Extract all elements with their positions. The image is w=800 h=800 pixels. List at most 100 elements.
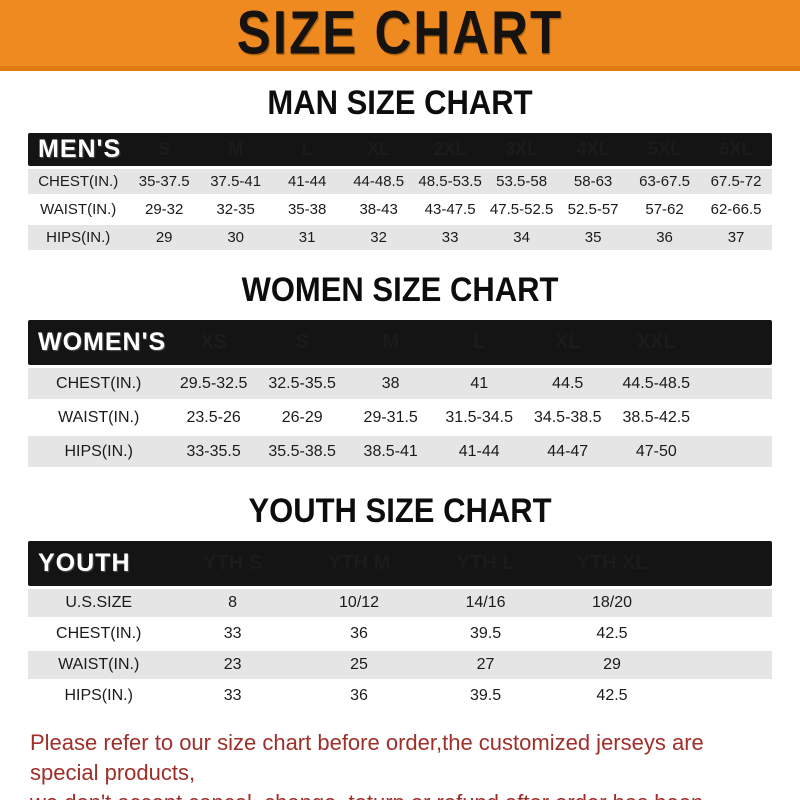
size-value: 32 (370, 229, 387, 246)
table-row: CHEST(IN.) 29.5-32.5 32.5-35.5 38 41 44.5 44.5… (28, 368, 772, 399)
size-value: 35.5-38.5 (268, 442, 336, 460)
size-column-header: 4XL (576, 139, 610, 159)
row-label: WAIST(IN.) (58, 408, 140, 426)
size-value: 32-35 (216, 201, 255, 218)
size-value: 38 (381, 374, 400, 392)
table-row: WAIST(IN.) 23 25 27 29 (28, 651, 772, 679)
size-column-header: S (158, 139, 171, 159)
size-column-header: L (473, 331, 486, 353)
size-value: 33 (441, 229, 459, 246)
size-value: 42.5 (596, 625, 628, 642)
size-value: 33-35.5 (186, 442, 241, 460)
size-column-header: YTH L (456, 552, 515, 574)
size-value: 37.5-41 (210, 173, 262, 190)
size-value: 23 (223, 656, 242, 673)
row-label: WAIST(IN.) (40, 201, 117, 218)
size-value: 25 (350, 656, 368, 673)
table-header: MEN'S S M L XL 2XL 3XL 4XL 5XL 6XL (28, 133, 772, 166)
size-value: 41 (470, 374, 489, 392)
size-value: 14/16 (465, 594, 506, 611)
man-section-title: MAN SIZE CHART (267, 82, 533, 123)
size-value: 35 (584, 229, 602, 246)
table-header-label: YOUTH (38, 549, 131, 577)
disclaimer-line-2: we don't accept cancel, change, teturn o… (30, 788, 776, 800)
row-label: CHEST(IN.) (38, 173, 119, 190)
table-row: HIPS(IN.) 33-35.5 35.5-38.5 38.5-41 41-44 44-… (28, 436, 772, 467)
row-label: HIPS(IN.) (64, 687, 133, 704)
table-header: WOMEN'S XS S M L XL XXL (28, 320, 772, 365)
size-column-header: M (228, 139, 244, 159)
size-value: 33 (223, 687, 242, 704)
size-value: 36 (350, 625, 368, 642)
size-value: 29 (155, 229, 173, 246)
size-value: 29.5-32.5 (179, 374, 248, 392)
banner-title: SIZE CHART (236, 0, 564, 68)
size-value: 67.5-72 (710, 173, 762, 190)
size-value: 29 (603, 656, 621, 673)
size-column-header: YTH M (327, 552, 391, 574)
size-value: 44.5-48.5 (622, 374, 691, 392)
table-row: CHEST(IN.) 33 36 39.5 42.5 (28, 620, 772, 648)
table-row: HIPS(IN.) 33 36 39.5 42.5 (28, 682, 772, 710)
size-column-header: XL (367, 139, 391, 159)
size-value: 36 (350, 687, 368, 704)
size-value: 33 (223, 625, 242, 642)
size-value: 27 (476, 656, 495, 673)
size-value: 31.5-34.5 (445, 408, 514, 426)
table-row: WAIST(IN.) 29-32 32-35 35-38 38-43 43-47.5 47.… (28, 197, 772, 222)
row-label: CHEST(IN.) (56, 625, 142, 642)
size-value: 62-66.5 (710, 201, 762, 218)
size-column-header: L (301, 139, 313, 159)
disclaimer-note: Please refer to our size chart before or… (30, 728, 776, 800)
table-header-label: MEN'S (38, 135, 122, 163)
size-column-header: XS (200, 331, 227, 353)
men-size-table: MEN'S S M L XL 2XL 3XL 4XL 5XL 6XL CHEST(IN.) 35-37… (28, 133, 772, 250)
size-value: 41-44 (458, 442, 500, 460)
size-value: 39.5 (469, 625, 502, 642)
size-column-header: YTH XL (576, 552, 648, 574)
youth-size-table: YOUTH YTH S YTH M YTH L YTH XL U.S.SIZE 8 10/12… (28, 541, 772, 710)
size-value: 44.5 (552, 374, 584, 392)
size-value: 43-47.5 (424, 201, 476, 218)
size-column-header: 2XL (433, 139, 467, 159)
size-value: 23.5-26 (186, 408, 241, 426)
size-value: 58-63 (573, 173, 613, 190)
size-value: 63-67.5 (639, 173, 690, 190)
row-label: WAIST(IN.) (58, 656, 140, 673)
size-value: 48.5-53.5 (418, 173, 482, 190)
size-value: 57-62 (645, 201, 684, 218)
size-value: 10/12 (339, 594, 380, 611)
size-value: 38-43 (359, 201, 398, 218)
size-value: 39.5 (469, 687, 502, 704)
size-column-header: XL (554, 331, 581, 353)
row-label: CHEST(IN.) (56, 374, 142, 392)
row-label: HIPS(IN.) (46, 229, 111, 246)
size-value: 34.5-38.5 (533, 408, 602, 426)
size-value: 53.5-58 (496, 173, 548, 190)
row-label: HIPS(IN.) (64, 442, 133, 460)
disclaimer-line-1: Please refer to our size chart before or… (30, 730, 704, 785)
table-row: HIPS(IN.) 29 30 31 32 33 34 35 36 37 (28, 225, 772, 250)
size-value: 29-32 (144, 201, 184, 218)
size-column-header: 5XL (648, 139, 682, 159)
size-column-header: M (382, 331, 400, 353)
size-column-header: 3XL (505, 139, 539, 159)
size-value: 26-29 (281, 408, 323, 426)
size-value: 44-48.5 (353, 173, 405, 190)
size-value: 18/20 (591, 594, 633, 611)
table-header-label: WOMEN'S (38, 328, 167, 356)
size-value: 35-38 (287, 201, 327, 218)
table-row: U.S.SIZE 8 10/12 14/16 18/20 (28, 589, 772, 617)
size-value: 34 (513, 229, 530, 246)
table-row: CHEST(IN.) 35-37.5 37.5-41 41-44 44-48.5 48.5… (28, 169, 772, 194)
size-value: 47.5-52.5 (489, 201, 554, 218)
size-column-header: XXL (636, 331, 676, 353)
size-value: 29-31.5 (363, 408, 418, 426)
size-value: 41-44 (287, 173, 327, 190)
table-row: WAIST(IN.) 23.5-26 26-29 29-31.5 31.5-34.5 34… (28, 402, 772, 433)
size-value: 38.5-42.5 (622, 408, 691, 426)
women-section-title: WOMEN SIZE CHART (241, 269, 559, 310)
size-value: 42.5 (596, 687, 628, 704)
size-column-header: 6XL (719, 139, 753, 159)
size-column-header: S (295, 331, 309, 353)
